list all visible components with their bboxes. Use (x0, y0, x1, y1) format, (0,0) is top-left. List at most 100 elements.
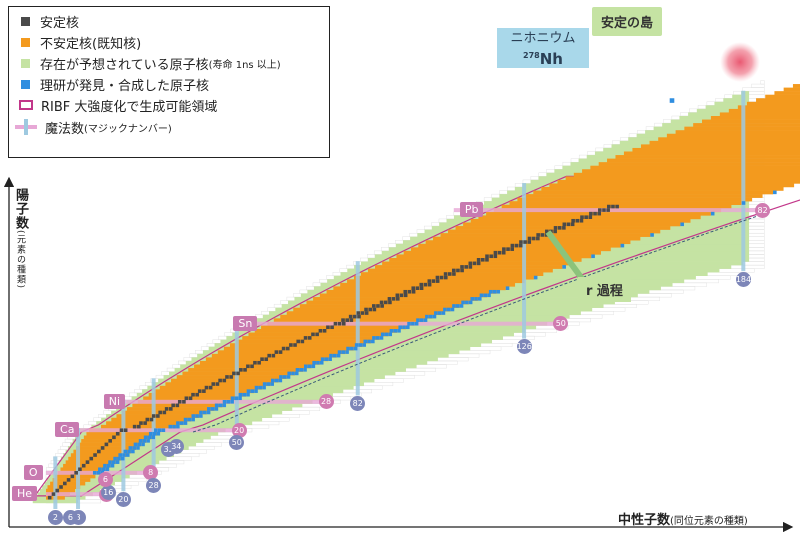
riken-nuclide (591, 254, 595, 259)
stable-nuclide (285, 346, 290, 351)
riken-nuclide (405, 325, 410, 330)
stable-nuclide (229, 375, 233, 379)
riken-nuclide (441, 311, 446, 315)
predicted-nuclide-row (723, 98, 750, 103)
stable-nuclide (570, 222, 575, 227)
legend-item-stable: 安定核 (21, 11, 79, 31)
known-nuclide-row (525, 194, 763, 198)
riken-nuclide (388, 332, 393, 337)
stable-nuclide (85, 460, 90, 464)
riken-nuclide (291, 371, 295, 376)
riken-nuclide (346, 346, 350, 351)
stable-nuclide (51, 492, 56, 496)
stable-nuclide (47, 495, 52, 500)
riken-nuclide (470, 297, 475, 301)
stable-nuclide (553, 226, 558, 230)
island-of-stability-marker (720, 42, 760, 82)
known-nuclide-row (582, 169, 800, 174)
stable-nuclide (493, 250, 498, 255)
stable-nuclide (326, 325, 330, 330)
stable-nuclide (253, 360, 257, 365)
legend-predicted-note: (寿命 1ns 以上) (208, 59, 281, 71)
stable-nuclide (267, 353, 271, 358)
stable-nuclide (427, 279, 432, 283)
stable-nuclide (415, 286, 420, 290)
known-nuclide-row (615, 155, 800, 159)
legend-riken-label: 理研が発見・合成した原子核 (40, 78, 210, 94)
element-tag-he: He (12, 486, 38, 502)
island-of-stability-label: 安定の島 (592, 7, 663, 36)
riken-nuclide (148, 431, 153, 436)
stable-nuclide (93, 453, 97, 457)
stable-nuclide (562, 222, 567, 227)
stable-nuclide (208, 385, 213, 390)
riken-nuclide (402, 325, 406, 330)
riken-nuclide (311, 364, 316, 369)
known-nuclide-row (55, 474, 96, 479)
known-nuclide-row (63, 463, 111, 468)
ribf-region-outline (33, 175, 800, 497)
stable-nuclide (78, 467, 82, 472)
riken-nuclide (287, 371, 291, 376)
riken-nuclide (168, 424, 173, 429)
stable-nuclide (149, 417, 154, 422)
known-nuclide-row (765, 94, 800, 99)
stable-nuclide (387, 297, 392, 301)
legend-item-magic: 魔法数 (マジックナンバー) (15, 117, 172, 137)
stable-nuclide (143, 421, 147, 425)
riken-nuclide (258, 385, 263, 390)
stable-nuclide (330, 325, 334, 330)
proton-number-badge: 6 (97, 472, 113, 488)
proton-magic-badge: 8 (143, 465, 159, 481)
known-nuclide-row (299, 304, 460, 308)
riken-nuclide (533, 275, 538, 280)
magic-swatch (15, 119, 37, 135)
stable-nuclide (615, 204, 619, 209)
known-nuclide-row (68, 456, 121, 461)
stable-nuclide (315, 332, 319, 337)
known-nuclide-row (46, 488, 76, 493)
riken-nuclide (127, 449, 131, 454)
y-axis-title: 陽子数(元素の種類) (13, 188, 30, 289)
riken-nuclide (299, 368, 304, 372)
stable-nuclide (588, 215, 593, 219)
stable-nuclide (59, 485, 63, 489)
stable-nuclide (575, 218, 580, 223)
known-nuclide-row (565, 176, 800, 181)
known-nuclide-row (783, 87, 800, 92)
legend-magic-note: (マジックナンバー) (84, 123, 172, 135)
stable-nuclide (566, 222, 571, 227)
stable-nuclide (177, 400, 182, 404)
predicted-swatch (21, 58, 30, 68)
riken-nuclide (238, 396, 242, 401)
known-nuclide-row (728, 108, 800, 113)
stable-swatch (21, 16, 30, 26)
riken-nuclide (354, 343, 359, 347)
riken-nuclide (303, 368, 307, 372)
riken-nuclide (423, 318, 428, 322)
stable-nuclide (597, 211, 602, 216)
known-nuclide-row (517, 197, 753, 202)
element-tag-o: O (23, 464, 43, 480)
stable-nuclide (70, 474, 75, 479)
riken-nuclide (295, 368, 300, 372)
stable-nuclide (399, 293, 404, 298)
stable-nuclide (243, 368, 247, 372)
stable-nuclide (97, 449, 101, 454)
stable-nuclide (580, 215, 584, 219)
legend-item-unstable: 不安定核(既知核) (21, 32, 141, 52)
stable-nuclide (108, 439, 112, 443)
stable-nuclide (260, 357, 264, 361)
stable-nuclide (536, 236, 540, 241)
stable-nuclide (184, 396, 189, 401)
known-nuclide-row (541, 187, 784, 191)
riken-nuclide (199, 414, 203, 418)
stable-nuclide (407, 289, 412, 294)
riken-nuclide (680, 222, 684, 227)
stable-nuclide (123, 428, 128, 432)
stable-nuclide (104, 442, 109, 447)
riken-nuclide (434, 311, 438, 315)
riken-nuclide (496, 289, 501, 294)
stable-nuclide (345, 318, 349, 322)
